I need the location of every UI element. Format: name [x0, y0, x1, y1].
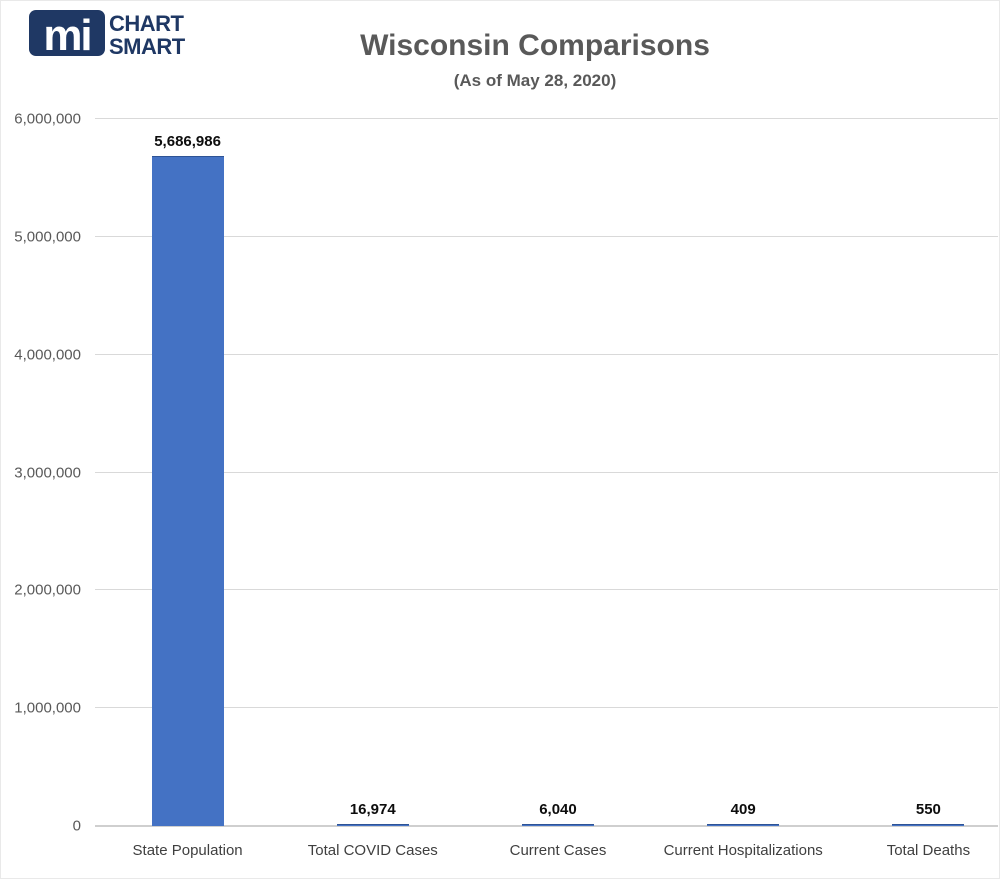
y-axis-tick-label: 2,000,000 — [14, 581, 81, 599]
logo-badge-text: mi — [43, 11, 92, 60]
x-axis-line — [95, 825, 998, 827]
logo-wordmark: CHART SMART — [109, 12, 185, 58]
bar-slot: 550 Total Deaths — [836, 119, 999, 859]
data-label: 409 — [730, 801, 756, 818]
category-label: Current Cases — [509, 842, 607, 859]
chart-title: Wisconsin Comparisons — [360, 29, 710, 62]
data-label: 5,686,986 — [154, 132, 221, 150]
bar — [707, 824, 780, 826]
y-axis-tick-label: 6,000,000 — [14, 110, 81, 128]
bar-slot: 6,040 Current Cases — [465, 119, 650, 859]
gridline — [95, 589, 998, 591]
category-label: State Population — [132, 842, 243, 859]
gridline — [95, 353, 998, 355]
bar-slot: 5,686,986 State Population — [95, 119, 280, 859]
bar-slot: 16,974 Total COVID Cases — [280, 119, 465, 859]
data-label: 6,040 — [539, 801, 577, 818]
logo-word-chart: CHART — [109, 11, 184, 36]
bar — [336, 824, 409, 826]
chartsmart-logo: mi CHART SMART — [29, 10, 185, 60]
category-label: Total Deaths — [886, 842, 971, 859]
data-label: 16,974 — [349, 801, 396, 818]
y-axis-tick-label: 3,000,000 — [14, 464, 81, 481]
bar-slot: 409 Current Hospitalizations — [651, 119, 836, 859]
bar — [521, 824, 594, 826]
bar — [151, 155, 224, 826]
gridline — [95, 707, 998, 709]
category-label: Current Hospitalizations — [663, 842, 823, 859]
data-label: 550 — [915, 801, 941, 818]
y-axis-tick-label: 1,000,000 — [14, 699, 81, 717]
gridline — [95, 118, 998, 119]
category-label: Total COVID Cases — [307, 842, 438, 859]
title-block: Wisconsin Comparisons (As of May 28, 202… — [71, 27, 999, 91]
gridline — [95, 471, 998, 473]
chart-subtitle: (As of May 28, 2020) — [453, 71, 617, 90]
y-axis-tick-label: 5,000,000 — [14, 228, 81, 246]
y-axis-tick-label: 0 — [72, 817, 81, 835]
gridline — [95, 235, 998, 237]
logo-word-smart: SMART — [109, 34, 185, 59]
logo-mi-badge: mi — [29, 10, 105, 60]
plot-area: 0 1,000,000 2,000,000 3,000,000 4,000,000 5,0… — [14, 111, 999, 859]
y-axis-tick-label: 4,000,000 — [14, 346, 81, 364]
bar — [892, 824, 965, 826]
